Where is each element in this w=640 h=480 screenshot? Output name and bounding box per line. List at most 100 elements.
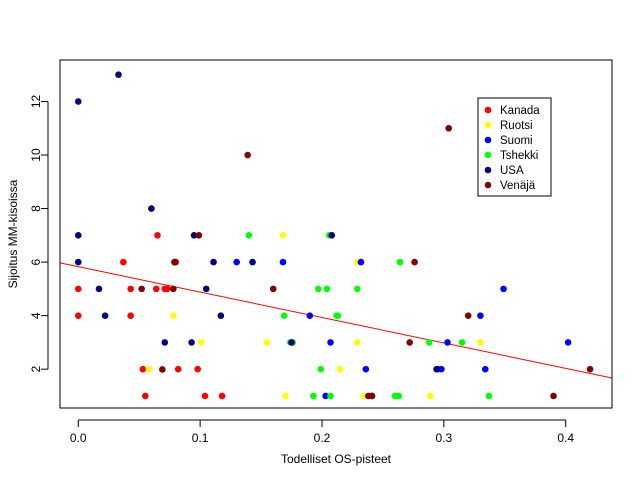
data-point-tshekki: [310, 392, 317, 400]
data-point-usa: [202, 285, 210, 293]
data-point-suomi: [279, 258, 287, 266]
data-point-usa: [288, 339, 295, 346]
legend-marker-kanada: [484, 106, 492, 114]
data-point-tshekki: [317, 365, 325, 373]
data-point-tshekki: [458, 339, 466, 346]
data-point-kanada: [174, 365, 182, 373]
y-axis-title: Sijoitus MM-kisoissa: [6, 179, 20, 288]
data-point-usa: [115, 71, 122, 79]
data-point-ruotsi: [282, 392, 289, 400]
data-point-ruotsi: [427, 392, 434, 400]
data-point-ruotsi: [145, 365, 153, 373]
data-point-ven-j-: [195, 232, 203, 239]
data-point-usa: [190, 232, 198, 239]
data-point-suomi: [481, 365, 489, 373]
data-point-suomi: [564, 339, 572, 346]
data-point-ruotsi: [170, 312, 177, 319]
data-point-tshekki: [485, 392, 493, 400]
x-tick-label: 0.2: [314, 431, 331, 445]
data-point-ven-j-: [406, 339, 414, 346]
data-point-tshekki: [280, 312, 288, 319]
data-point-suomi: [438, 365, 445, 373]
x-tick-label: 0.3: [435, 431, 452, 445]
data-point-tshekki: [396, 258, 404, 266]
data-point-ven-j-: [586, 365, 594, 373]
data-point-usa: [74, 98, 82, 105]
legend-label-ven-j-: Venäjä: [500, 180, 536, 192]
axes: 0.0 0.1 0.2 0.3 0.4 2 4 6 8 10 12: [29, 59, 613, 445]
data-point-ven-j-: [244, 151, 251, 159]
data-point-kanada: [163, 285, 171, 293]
x-tick-label: 0.1: [192, 431, 209, 445]
data-point-suomi: [322, 392, 329, 400]
data-point-usa: [188, 339, 195, 346]
y-tick-label: 12: [29, 94, 43, 108]
data-point-suomi: [357, 258, 365, 266]
data-point-tshekki: [245, 232, 253, 239]
data-point-ruotsi: [477, 339, 484, 346]
data-point-tshekki: [334, 312, 342, 319]
data-point-usa: [161, 339, 169, 346]
data-point-ruotsi: [198, 339, 205, 346]
data-point-usa: [74, 258, 82, 266]
data-point-ven-j-: [159, 366, 166, 373]
data-point-ruotsi: [354, 339, 361, 346]
legend-label-suomi: Suomi: [500, 135, 533, 147]
data-point-tshekki: [425, 339, 433, 346]
legend: Kanada Ruotsi Suomi Tshekki USA Venäjä: [477, 97, 552, 197]
data-point-ven-j-: [170, 285, 177, 293]
data-point-usa: [328, 232, 336, 239]
y-tick-label: 6: [29, 258, 43, 265]
x-axis-title: Todelliset OS-pisteet: [281, 452, 392, 466]
data-point-kanada: [139, 365, 147, 373]
data-point-tshekki: [327, 392, 334, 400]
data-point-suomi: [233, 258, 240, 266]
x-tick-label: 0.0: [70, 431, 87, 445]
data-point-kanada: [127, 312, 134, 319]
data-point-ruotsi: [279, 232, 287, 239]
data-point-ven-j-: [550, 392, 557, 400]
y-tick-label: 8: [29, 205, 43, 212]
legend-marker-suomi: [484, 136, 492, 144]
data-point-kanada: [218, 392, 226, 400]
data-point-tshekki: [354, 285, 361, 293]
data-point-usa: [249, 258, 256, 266]
data-point-usa: [74, 232, 82, 239]
y-tick-label: 10: [29, 148, 43, 162]
x-tick-label: 0.4: [557, 431, 574, 445]
data-point-usa: [101, 312, 109, 319]
legend-box: [477, 97, 552, 197]
data-point-ven-j-: [368, 392, 376, 400]
legend-marker-ven-j-: [484, 181, 492, 189]
legend-label-kanada: Kanada: [500, 105, 540, 117]
data-point-ven-j-: [464, 312, 472, 319]
data-point-suomi: [444, 339, 451, 346]
legend-label-tshekki: Tshekki: [500, 150, 538, 162]
data-point-ruotsi: [360, 392, 367, 400]
legend-marker-tshekki: [484, 151, 492, 159]
data-point-suomi: [362, 365, 370, 373]
legend-marker-ruotsi: [484, 121, 492, 129]
legend-label-ruotsi: Ruotsi: [500, 120, 533, 132]
legend-label-usa: USA: [500, 165, 524, 177]
data-point-tshekki: [395, 392, 403, 400]
data-point-ven-j-: [411, 258, 418, 266]
legend-marker-usa: [484, 166, 492, 174]
data-point-ven-j-: [138, 285, 145, 293]
data-point-suomi: [477, 312, 484, 319]
data-point-ven-j-: [269, 285, 277, 293]
data-point-tshekki: [323, 285, 331, 293]
data-point-usa: [148, 205, 155, 212]
data-point-usa: [217, 312, 225, 319]
data-point-usa: [433, 365, 440, 373]
data-point-usa: [210, 258, 217, 266]
data-point-suomi: [306, 312, 314, 319]
data-point-kanada: [127, 285, 134, 293]
data-point-ruotsi: [263, 339, 271, 346]
plot-area: [60, 71, 612, 400]
regression-line: [60, 262, 612, 379]
plot-frame: [59, 59, 613, 409]
data-point-tshekki: [315, 285, 322, 293]
